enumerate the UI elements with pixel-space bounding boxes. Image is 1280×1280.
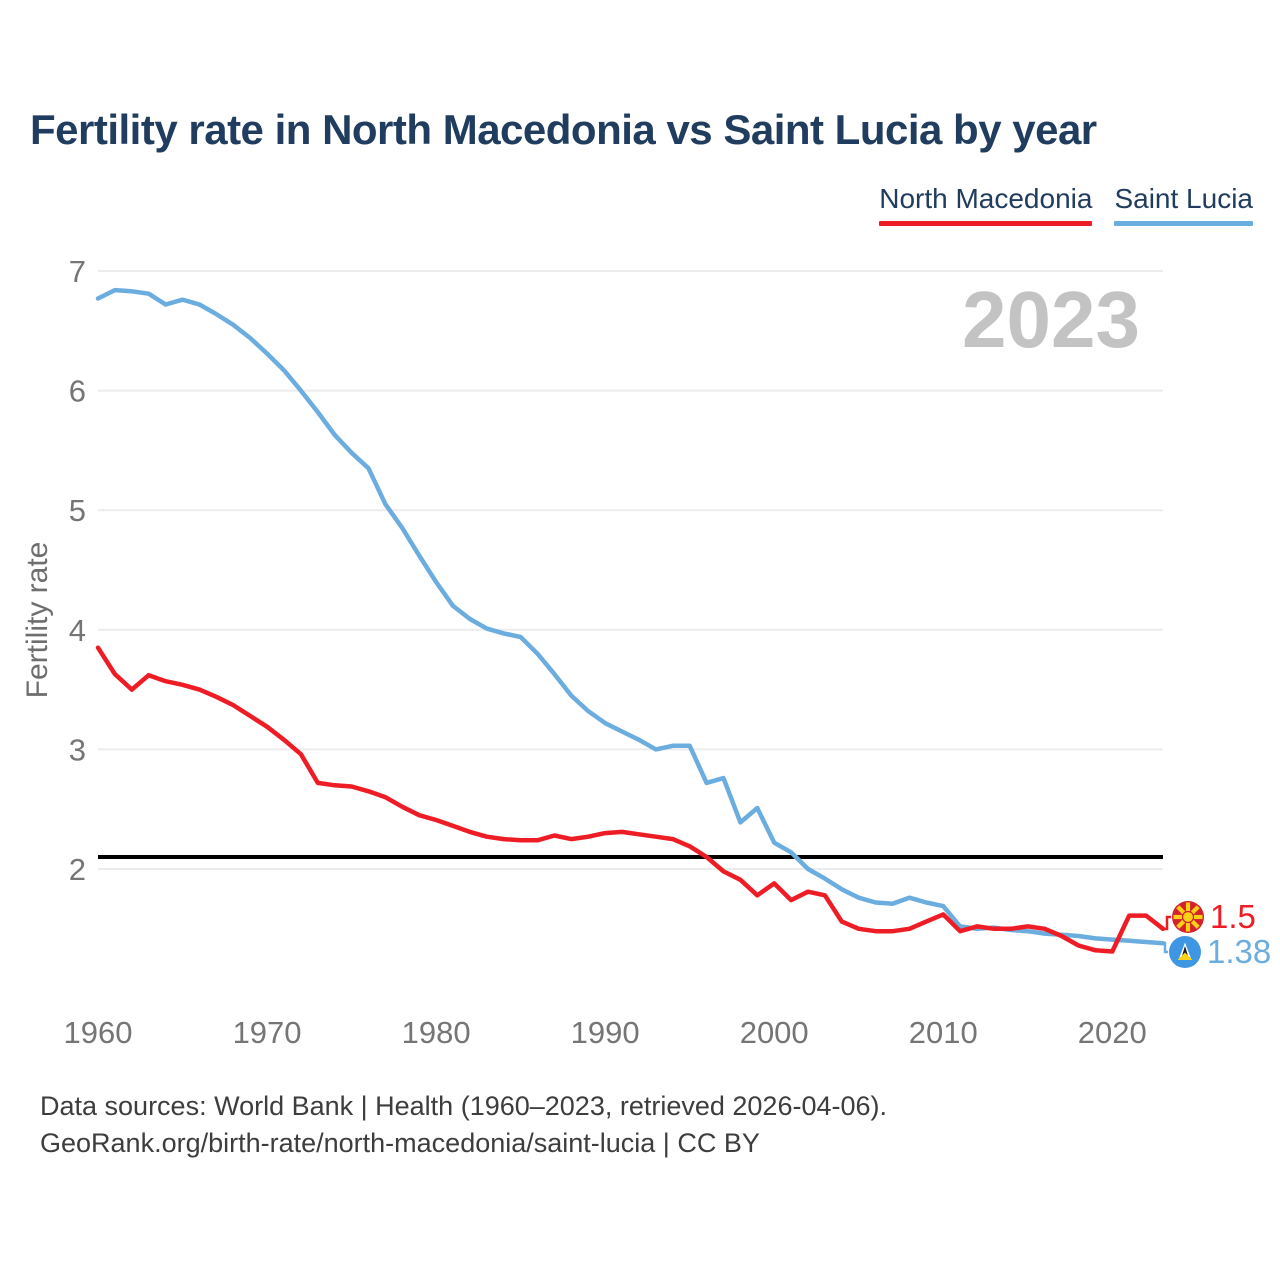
- saint-lucia-flag-icon: [1169, 936, 1201, 968]
- legend: North Macedonia Saint Lucia: [879, 183, 1253, 226]
- flag-yellow-triangle: [1177, 952, 1193, 960]
- footer-data-sources: Data sources: World Bank | Health (1960–…: [40, 1091, 887, 1121]
- y-tick-6: 6: [69, 374, 86, 409]
- sun-ray: [1176, 919, 1186, 929]
- legend-label-north-macedonia: North Macedonia: [879, 183, 1093, 214]
- legend-item-north-macedonia[interactable]: North Macedonia: [879, 183, 1093, 226]
- x-tick-1980: 1980: [402, 1015, 471, 1050]
- x-tick-1970: 1970: [233, 1015, 302, 1050]
- x-tick-2020: 2020: [1078, 1015, 1147, 1050]
- legend-underline-north-macedonia: [879, 221, 1093, 226]
- sun-ray: [1190, 905, 1200, 915]
- y-tick-3: 3: [69, 732, 86, 767]
- watermark-year: 2023: [962, 275, 1140, 364]
- north-macedonia-connector: [1161, 915, 1171, 931]
- sun-ring: [1181, 910, 1195, 924]
- saint-lucia-line: [95, 287, 1166, 946]
- footer-attribution: GeoRank.org/birth-rate/north-macedonia/s…: [40, 1128, 760, 1158]
- footer: Data sources: World Bank | Health (1960–…: [40, 1088, 887, 1162]
- north-macedonia-flag-icon: [1172, 901, 1204, 933]
- y-axis-label: Fertility rate: [21, 542, 54, 699]
- legend-underline-saint-lucia: [1114, 221, 1253, 226]
- sun-ray: [1190, 919, 1200, 929]
- sun-disc: [1182, 911, 1194, 923]
- page-title: Fertility rate in North Macedonia vs Sai…: [30, 106, 1097, 153]
- x-tick-2010: 2010: [909, 1015, 978, 1050]
- y-tick-7: 7: [69, 254, 86, 289]
- legend-label-saint-lucia: Saint Lucia: [1114, 183, 1253, 214]
- y-tick-4: 4: [69, 613, 86, 648]
- legend-item-saint-lucia[interactable]: Saint Lucia: [1114, 183, 1253, 226]
- saint-lucia-connector: [1159, 941, 1168, 954]
- end-value-saint-lucia: 1.38: [1207, 933, 1271, 970]
- x-tick-2000: 2000: [740, 1015, 809, 1050]
- end-value-north-macedonia: 1.5: [1210, 898, 1256, 935]
- sun-ray: [1176, 905, 1186, 915]
- y-tick-2: 2: [69, 852, 86, 887]
- x-tick-1960: 1960: [64, 1015, 133, 1050]
- north-macedonia-line: [95, 645, 1166, 954]
- y-tick-5: 5: [69, 493, 86, 528]
- x-tick-1990: 1990: [571, 1015, 640, 1050]
